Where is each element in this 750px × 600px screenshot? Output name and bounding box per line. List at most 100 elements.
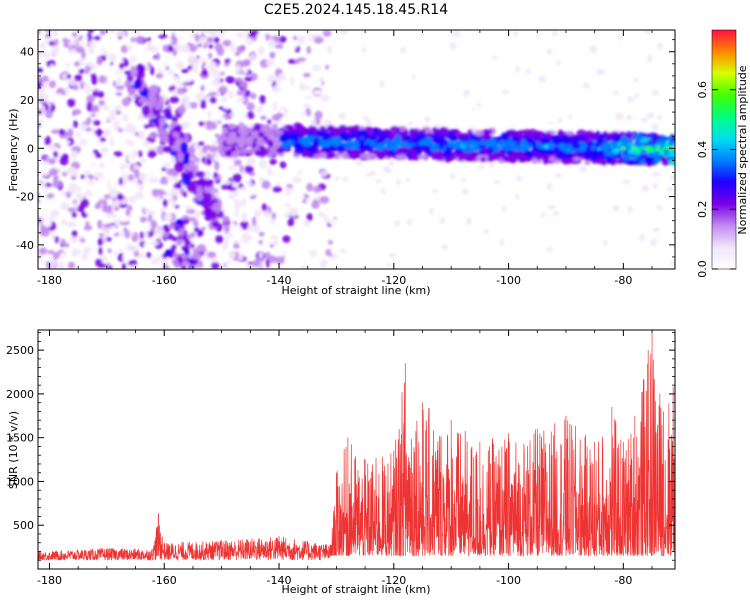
- spectral-blob: [585, 146, 592, 152]
- spectral-blob: [133, 79, 140, 90]
- spectral-blob: [330, 67, 337, 75]
- spectral-blob: [136, 264, 144, 269]
- spectral-blob: [79, 57, 85, 67]
- spectral-blob: [100, 146, 109, 154]
- spectral-blob: [167, 233, 173, 240]
- spectral-blob: [204, 185, 211, 195]
- spectral-blob: [92, 119, 101, 126]
- spectral-blob: [443, 149, 450, 157]
- spectral-blob: [258, 231, 265, 237]
- spectral-blob: [389, 159, 395, 167]
- spectral-blob: [589, 45, 598, 54]
- spectral-blob: [83, 148, 92, 157]
- spectral-blob: [320, 126, 326, 131]
- spectral-blob: [118, 120, 127, 130]
- spectral-blob: [232, 244, 241, 249]
- spectral-blob: [143, 240, 152, 250]
- spectral-blob: [389, 252, 396, 258]
- spectral-blob: [164, 227, 171, 233]
- spectral-blob: [87, 156, 98, 165]
- spectral-blob: [155, 189, 165, 195]
- spectral-blob: [120, 243, 127, 252]
- spectral-blob: [109, 225, 117, 235]
- spectral-blob: [652, 227, 661, 233]
- spectral-blob: [554, 139, 561, 145]
- spectral-blob: [350, 130, 359, 137]
- spectral-blob: [221, 215, 230, 223]
- spectral-blob: [362, 115, 369, 120]
- spectral-blob: [627, 96, 635, 103]
- spectral-blob: [546, 148, 555, 155]
- spectral-blob: [532, 186, 540, 195]
- spectral-blob: [359, 142, 365, 151]
- spectral-blob: [38, 51, 46, 58]
- spectral-blob: [535, 153, 542, 161]
- spectral-blob: [239, 81, 249, 89]
- spectral-blob: [271, 114, 281, 122]
- spectral-blob: [128, 195, 137, 204]
- spectral-blob: [213, 36, 220, 44]
- spectral-blob: [210, 30, 216, 39]
- spectral-blob: [207, 251, 217, 258]
- spectral-blob: [194, 33, 200, 43]
- spectral-blob: [201, 113, 208, 122]
- spectral-blob: [288, 228, 296, 234]
- spectral-blob: [254, 149, 262, 157]
- spectral-blob: [236, 90, 246, 96]
- spectral-blob: [79, 112, 86, 121]
- spectral-blob: [102, 234, 107, 245]
- spectral-blob: [38, 247, 48, 255]
- spectral-blob: [187, 76, 193, 83]
- spectral-blob: [518, 151, 527, 159]
- spectral-blob: [305, 197, 313, 205]
- spectral-blob: [96, 55, 103, 66]
- spectral-blob: [116, 193, 124, 201]
- spectral-blob: [352, 140, 360, 148]
- spectral-blob: [626, 132, 633, 140]
- spectral-blob: [202, 199, 210, 210]
- spectral-blob: [588, 74, 597, 79]
- spectral-blob: [230, 201, 235, 211]
- spectral-blob: [556, 60, 561, 66]
- spectral-blob: [572, 211, 578, 219]
- spectral-blob: [276, 181, 281, 188]
- spectral-blob: [148, 169, 159, 179]
- spectral-blob: [49, 63, 55, 73]
- spectral-blob: [380, 188, 386, 194]
- spectral-blob: [90, 247, 97, 254]
- spectral-blob: [122, 189, 128, 196]
- spectral-blob: [390, 172, 397, 178]
- spectral-blob: [236, 45, 245, 53]
- spectral-blob: [487, 154, 495, 162]
- spectral-blob: [51, 117, 61, 128]
- spectral-blob: [87, 45, 95, 55]
- spectral-blob: [241, 126, 248, 133]
- spectral-blob: [603, 215, 611, 220]
- spectral-blob: [258, 131, 265, 138]
- spectral-blob: [278, 73, 287, 82]
- spectral-blob: [155, 73, 164, 79]
- spectral-blob: [175, 61, 185, 69]
- spectral-blob: [492, 145, 501, 153]
- spectral-blob: [138, 172, 147, 181]
- spectral-blob: [74, 61, 80, 67]
- spectral-blob: [512, 150, 520, 157]
- spectral-blob: [234, 51, 241, 57]
- spectral-blob: [87, 30, 95, 34]
- spectral-blob: [47, 94, 53, 99]
- spectral-blob: [53, 161, 60, 171]
- spectral-blob: [177, 105, 186, 115]
- spectral-blob: [155, 219, 164, 225]
- spectral-blob: [596, 68, 605, 76]
- spectral-blob: [655, 66, 662, 75]
- spectral-blob: [411, 74, 416, 80]
- spectral-blob: [413, 138, 420, 144]
- spectral-blob: [365, 153, 371, 160]
- snr-axes: -180 -160 -140 -120 -100 -80 500 1000 1500 2000 25…: [6, 330, 675, 587]
- spectral-blob: [64, 170, 71, 175]
- spectral-blob: [334, 176, 340, 182]
- spectral-blob: [502, 133, 509, 141]
- spectral-blob: [313, 90, 323, 95]
- spectral-blob: [250, 130, 257, 139]
